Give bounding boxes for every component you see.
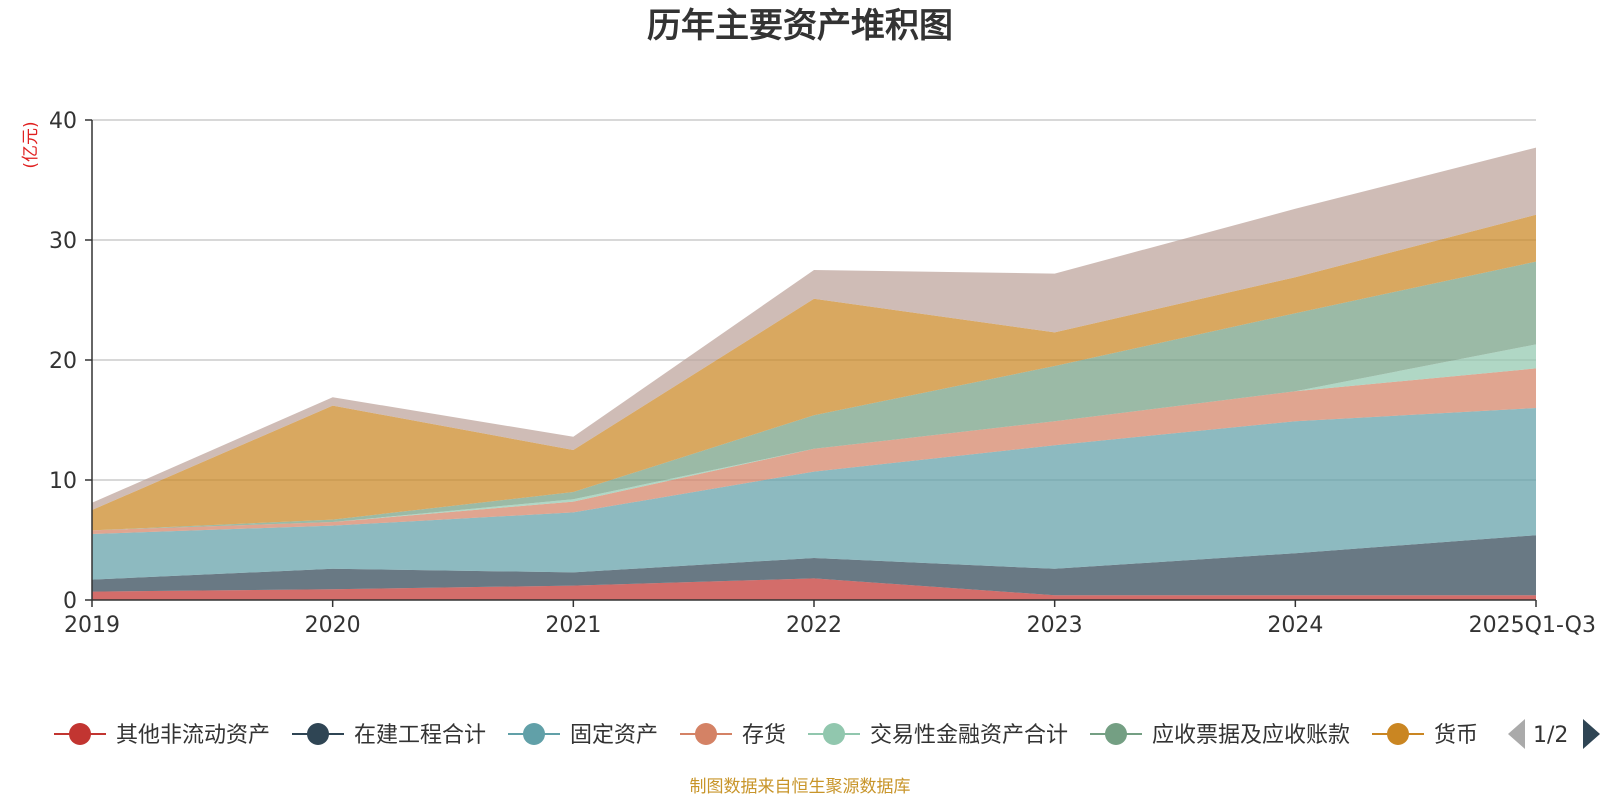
x-tick-label: 2022: [786, 613, 842, 638]
legend-circle-icon: [1105, 723, 1127, 745]
y-tick-label: 30: [49, 229, 77, 254]
legend-label: 固定资产: [570, 723, 658, 748]
x-tick-label: 2024: [1267, 613, 1323, 638]
legend-item[interactable]: 应收票据及应收账款: [1090, 723, 1350, 748]
legend-label: 应收票据及应收账款: [1152, 723, 1350, 748]
legend-item[interactable]: 其他非流动资产: [54, 723, 270, 748]
chart-title: 历年主要资产堆积图: [647, 6, 953, 46]
x-tick-label: 2023: [1027, 613, 1083, 638]
legend-label: 货币: [1434, 723, 1478, 748]
y-tick-label: 20: [49, 349, 77, 374]
legend-page-indicator: 1/2: [1533, 723, 1568, 748]
y-tick-label: 0: [63, 589, 77, 614]
area-固定资产[interactable]: [92, 408, 1536, 580]
x-tick-label: 2025Q1-Q3: [1469, 613, 1596, 638]
y-axis-unit-label: (亿元): [21, 121, 41, 168]
legend-label: 其他非流动资产: [116, 723, 270, 748]
legend-item[interactable]: 在建工程合计: [292, 723, 486, 748]
legend-circle-icon: [1387, 723, 1409, 745]
legend-item[interactable]: 固定资产: [508, 723, 658, 748]
x-tick-label: 2021: [545, 613, 601, 638]
area-应收票据及应收账款[interactable]: [92, 261, 1536, 531]
legend-item[interactable]: 交易性金融资产合计: [808, 723, 1068, 748]
legend-label: 存货: [742, 723, 786, 748]
legend-item[interactable]: 货币: [1372, 723, 1478, 748]
source-note: 制图数据来自恒生聚源数据库: [690, 777, 911, 797]
area-存货[interactable]: [92, 368, 1536, 534]
y-tick-label: 10: [49, 469, 77, 494]
legend-circle-icon: [69, 723, 91, 745]
legend-item[interactable]: 存货: [680, 723, 786, 748]
x-tick-label: 2020: [305, 613, 361, 638]
area-series-group[interactable]: [92, 147, 1536, 600]
area-在建工程合计[interactable]: [92, 535, 1536, 596]
area-其他[interactable]: [92, 147, 1536, 510]
axes: 0 10 20 30 40 2019 2020 2021 2022 2023 2024 2025Q1-…: [49, 109, 1596, 638]
legend-circle-icon: [523, 723, 545, 745]
legend-next-icon[interactable]: [1583, 719, 1600, 749]
y-tick-label: 40: [49, 109, 77, 134]
area-货币[interactable]: [92, 214, 1536, 531]
legend-label: 交易性金融资产合计: [870, 723, 1068, 748]
legend-circle-icon: [307, 723, 329, 745]
legend-circle-icon: [823, 723, 845, 745]
legend-prev-icon[interactable]: [1508, 719, 1525, 749]
area-其他非流动资产[interactable]: [92, 578, 1536, 600]
legend[interactable]: 其他非流动资产 在建工程合计 固定资产 存货 交易性金融资产合计 应收票据及应收账款 货币 1…: [54, 719, 1600, 749]
x-tick-label: 2019: [64, 613, 120, 638]
legend-label: 在建工程合计: [354, 723, 486, 748]
legend-circle-icon: [695, 723, 717, 745]
